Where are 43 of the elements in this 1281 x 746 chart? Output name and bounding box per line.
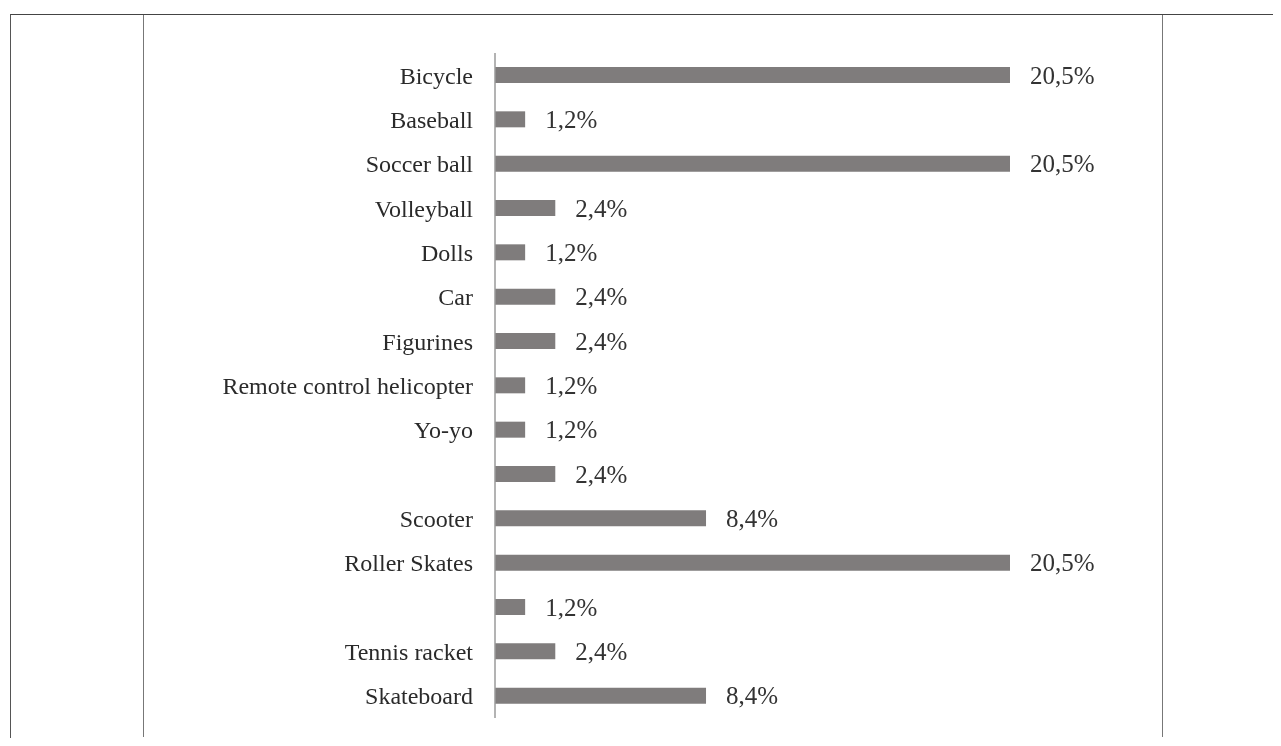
data-label: 2,4% (575, 637, 628, 665)
data-label: 20,5% (1030, 150, 1095, 178)
bar (495, 377, 526, 394)
bar (495, 510, 707, 527)
data-label: 2,4% (575, 460, 628, 488)
bar (495, 333, 556, 349)
bar (495, 200, 556, 216)
y-tick-label: Yo-yo (414, 417, 473, 444)
data-label: 20,5% (1030, 549, 1095, 577)
data-label: 2,4% (575, 194, 628, 222)
y-tick-label: Scooter (399, 506, 474, 533)
bar (495, 67, 1010, 83)
bar (495, 554, 1010, 571)
bar (495, 421, 526, 438)
y-tick-label: Figurines (382, 328, 473, 355)
data-label: 1,2% (545, 105, 598, 133)
data-label: 2,4% (575, 327, 628, 355)
y-tick-label: Dolls (420, 240, 473, 267)
data-label: 1,2% (545, 238, 598, 266)
data-label: 2,4% (575, 283, 628, 311)
bar (495, 155, 1010, 172)
y-tick-label: Tennis racket (344, 639, 474, 666)
bar (495, 111, 526, 128)
y-tick-label: Bicycle (399, 62, 473, 89)
y-tick-label: Skateboard (365, 683, 473, 710)
bar (495, 599, 526, 615)
data-label: 8,4% (726, 504, 779, 532)
y-tick-label: Roller Skates (344, 550, 473, 577)
data-label: 1,2% (545, 371, 598, 399)
data-label: 1,2% (545, 593, 598, 621)
bar (495, 643, 556, 660)
y-tick-label: Car (438, 284, 473, 311)
bar (495, 244, 526, 261)
y-tick-label: Volleyball (374, 195, 474, 222)
y-tick-label: Soccer ball (365, 151, 474, 178)
bar (495, 466, 556, 482)
bar (495, 288, 556, 305)
y-tick-label: Remote control helicopter (222, 373, 473, 400)
y-tick-label: Baseball (390, 107, 474, 134)
bar (495, 687, 707, 704)
data-label: 8,4% (726, 682, 779, 710)
data-label: 20,5% (1030, 61, 1095, 89)
data-label: 1,2% (545, 416, 598, 444)
